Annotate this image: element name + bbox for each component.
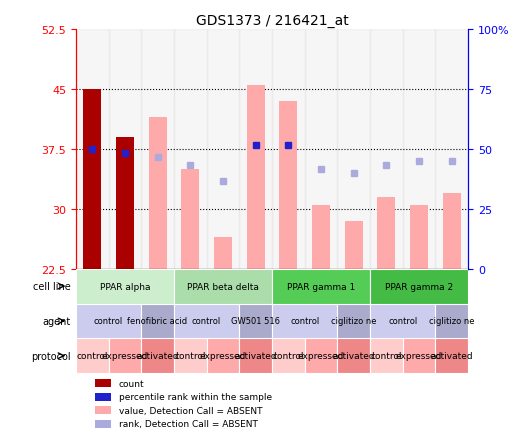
Bar (76, 269, 174, 304)
Bar (95, 420, 111, 428)
Bar (370, 339, 403, 373)
Bar (443, 194, 461, 269)
Bar (240, 30, 272, 269)
Bar (174, 269, 272, 304)
Bar (272, 30, 304, 269)
Bar (312, 205, 330, 269)
Text: PPAR alpha: PPAR alpha (99, 282, 150, 291)
Text: expressed: expressed (396, 352, 442, 360)
Text: PPAR beta delta: PPAR beta delta (187, 282, 259, 291)
Text: activated: activated (332, 352, 375, 360)
Bar (304, 339, 337, 373)
Text: protocol: protocol (31, 351, 71, 361)
Text: control: control (94, 317, 123, 326)
Text: control: control (76, 352, 108, 360)
Text: control: control (192, 317, 221, 326)
Bar (403, 339, 435, 373)
Text: expressed: expressed (101, 352, 148, 360)
Text: expressed: expressed (298, 352, 344, 360)
Text: activated: activated (234, 352, 277, 360)
Bar (272, 269, 370, 304)
Text: GW501 516: GW501 516 (231, 317, 280, 326)
Bar (207, 339, 239, 373)
Bar (337, 339, 370, 373)
Bar (95, 379, 111, 387)
Bar (345, 221, 362, 269)
Bar (149, 118, 166, 269)
Text: control: control (175, 352, 206, 360)
Bar (435, 304, 468, 339)
Bar (410, 205, 428, 269)
Bar (174, 339, 207, 373)
Text: control: control (290, 317, 319, 326)
Bar (378, 197, 395, 269)
Text: agent: agent (42, 316, 71, 326)
Text: activated: activated (136, 352, 179, 360)
Bar (304, 30, 337, 269)
Text: ciglitizo ne: ciglitizo ne (429, 317, 474, 326)
Bar (181, 170, 199, 269)
Bar (370, 304, 435, 339)
Bar (76, 304, 141, 339)
Title: GDS1373 / 216421_at: GDS1373 / 216421_at (196, 14, 348, 28)
Bar (214, 237, 232, 269)
Text: PPAR gamma 2: PPAR gamma 2 (385, 282, 453, 291)
Bar (95, 393, 111, 401)
Bar (174, 304, 239, 339)
Text: percentile rank within the sample: percentile rank within the sample (119, 392, 272, 401)
Bar (272, 339, 304, 373)
Text: rank, Detection Call = ABSENT: rank, Detection Call = ABSENT (119, 420, 258, 428)
Bar (337, 304, 370, 339)
Bar (76, 30, 109, 269)
Bar (435, 339, 468, 373)
Bar (76, 339, 109, 373)
Text: PPAR gamma 1: PPAR gamma 1 (287, 282, 355, 291)
Text: expressed: expressed (200, 352, 246, 360)
Text: fenofibric acid: fenofibric acid (128, 317, 188, 326)
Text: activated: activated (430, 352, 473, 360)
Text: control: control (388, 317, 417, 326)
Bar (109, 30, 141, 269)
Bar (435, 30, 468, 269)
Text: value, Detection Call = ABSENT: value, Detection Call = ABSENT (119, 406, 263, 415)
Bar (239, 304, 272, 339)
Bar (370, 30, 403, 269)
Text: cell line: cell line (33, 282, 71, 291)
Bar (247, 86, 265, 269)
Bar (370, 269, 468, 304)
Bar (174, 30, 207, 269)
Bar (83, 90, 101, 269)
Bar (141, 339, 174, 373)
Bar (141, 304, 174, 339)
Bar (337, 30, 370, 269)
Text: control: control (272, 352, 304, 360)
Bar (116, 138, 134, 269)
Bar (403, 30, 435, 269)
Text: ciglitizo ne: ciglitizo ne (331, 317, 377, 326)
Bar (207, 30, 240, 269)
Bar (272, 304, 337, 339)
Bar (279, 102, 297, 269)
Text: control: control (371, 352, 402, 360)
Bar (239, 339, 272, 373)
Bar (141, 30, 174, 269)
Bar (95, 407, 111, 414)
Text: count: count (119, 379, 144, 388)
Bar (109, 339, 141, 373)
